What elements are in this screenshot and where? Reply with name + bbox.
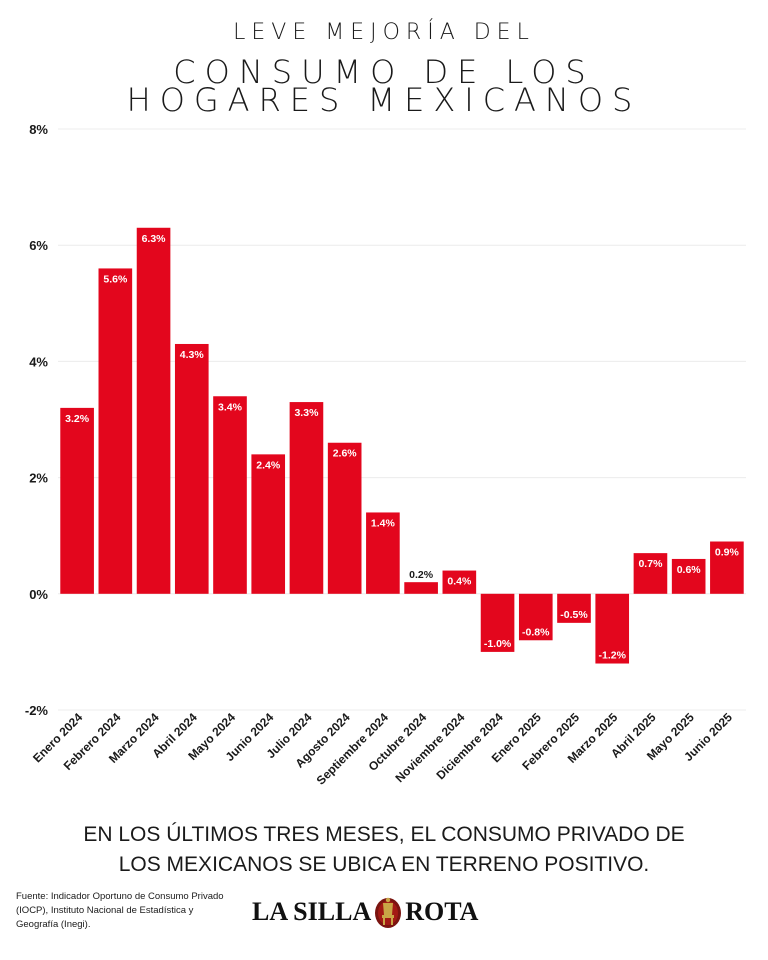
- logo-text-right: ROTA: [405, 897, 479, 926]
- value-label: 3.2%: [65, 413, 90, 425]
- y-tick-label: 2%: [29, 471, 48, 486]
- bar: [136, 227, 171, 594]
- chart-title-line-3: HOGARES MEXICANOS: [126, 81, 642, 119]
- logo-text-left: LA SILLA: [252, 897, 372, 926]
- bar: [366, 512, 400, 594]
- bar: [595, 593, 630, 664]
- y-tick-label: -2%: [25, 703, 49, 718]
- value-label: 3.4%: [218, 401, 243, 413]
- value-label: 0.9%: [715, 547, 740, 559]
- value-label: 0.7%: [638, 558, 663, 570]
- value-label: 6.3%: [142, 233, 167, 245]
- bar: [633, 553, 668, 594]
- grid-lines: [58, 128, 746, 711]
- value-labels: 3.2% 5.6% 6.3% 4.3% 3.4% 2.4% 3.3% 2.6% 1.4% 0.2%…: [65, 233, 739, 662]
- bars: [60, 227, 744, 664]
- bar: [289, 402, 324, 594]
- bar: [518, 593, 553, 641]
- chart-subtitle: EN LOS ÚLTIMOS TRES MESES, EL CONSUMO PR…: [0, 820, 768, 880]
- source-note: Fuente: Indicador Oportuno de Consumo Pr…: [16, 891, 224, 930]
- subtitle-line-2: LOS MEXICANOS SE UBICA EN TERRENO POSITI…: [118, 853, 650, 876]
- bar: [442, 570, 477, 594]
- y-tick-label: 6%: [29, 238, 48, 253]
- logo: LA SILLA ROTA: [252, 890, 478, 934]
- value-label: 5.6%: [103, 273, 128, 285]
- bar: [213, 396, 247, 594]
- bar: [174, 343, 209, 594]
- bar: [327, 442, 362, 594]
- subtitle-line-1: EN LOS ÚLTIMOS TRES MESES, EL CONSUMO PR…: [83, 823, 685, 846]
- y-axis-ticks: -2% 0% 2% 4% 6% 8%: [25, 122, 49, 718]
- bar: [251, 454, 286, 594]
- value-label: -1.2%: [599, 650, 627, 662]
- chair-emblem-icon: [375, 897, 402, 928]
- value-label: 0.2%: [409, 569, 434, 581]
- bar: [480, 593, 515, 652]
- value-label: -0.8%: [522, 626, 550, 638]
- y-tick-label: 4%: [29, 354, 48, 369]
- value-label: 4.3%: [180, 349, 205, 361]
- chart-title-line-1: LEVE MEJORÍA DEL: [233, 20, 535, 45]
- y-tick-label: 0%: [29, 587, 48, 602]
- value-label: 2.4%: [256, 459, 281, 471]
- value-label: 2.6%: [333, 448, 358, 460]
- value-label: 3.3%: [294, 407, 319, 419]
- value-label: 0.4%: [447, 576, 472, 588]
- bar: [557, 593, 591, 623]
- value-label: -0.5%: [560, 609, 588, 621]
- x-tick-label: Noviembre 2024: [392, 710, 467, 785]
- bar: [60, 407, 94, 594]
- bar: [98, 268, 133, 594]
- bar: [404, 582, 438, 594]
- value-label: 1.4%: [371, 517, 396, 529]
- y-tick-label: 8%: [29, 122, 48, 137]
- x-tick-label: Diciembre 2024: [434, 710, 506, 782]
- value-label: 0.6%: [677, 564, 702, 576]
- bar: [710, 541, 744, 594]
- bar: [671, 558, 706, 594]
- bar-chart: -2%0%2%4%6%8% 3.2%5.6%6.3%4.3%3.4%2.4%3.…: [25, 122, 746, 788]
- chart-title-line-2: CONSUMO DE LOS: [173, 53, 595, 91]
- value-label: -1.0%: [484, 638, 512, 650]
